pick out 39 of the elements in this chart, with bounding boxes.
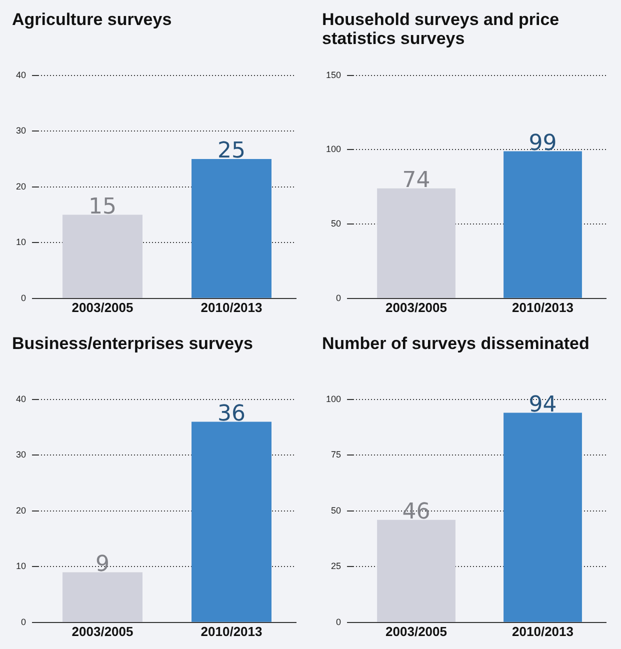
data-label: 15 [88, 194, 117, 220]
x-tick-label: 2010/2013 [200, 624, 262, 639]
data-label: 36 [218, 401, 246, 426]
x-tick-label: 2003/2005 [72, 300, 134, 315]
chart-title: Number of surveys disseminated [322, 334, 590, 353]
data-label: 46 [402, 500, 430, 525]
y-tick-label: 0 [20, 616, 26, 627]
x-tick-label: 2010/2013 [200, 300, 262, 315]
y-tick-label: 0 [336, 616, 342, 627]
x-tick-label: 2003/2005 [72, 624, 134, 639]
y-tick-label: 20 [16, 505, 26, 516]
chart-title: Business/enterprises surveys [12, 334, 254, 353]
x-tick-label: 2003/2005 [386, 300, 447, 315]
x-tick-label: 2003/2005 [386, 624, 447, 639]
y-tick-label: 75 [331, 450, 342, 460]
y-tick-label: 10 [16, 561, 26, 572]
y-tick-label: 40 [16, 70, 26, 80]
data-label: 9 [96, 552, 110, 577]
y-tick-label: 30 [16, 126, 26, 136]
data-label: 74 [402, 168, 430, 194]
y-tick-label: 25 [331, 561, 342, 572]
y-tick-label: 50 [331, 218, 342, 229]
data-label: 99 [528, 130, 557, 156]
data-label: 94 [528, 392, 557, 418]
data-label: 25 [218, 138, 246, 164]
y-tick-label: 150 [326, 70, 342, 80]
y-tick-label: 50 [331, 505, 342, 516]
chart-title: Household surveys and price statistics surveys [322, 10, 560, 48]
y-tick-label: 100 [326, 144, 342, 154]
y-tick-label: 0 [336, 292, 342, 303]
x-tick-label: 2010/2013 [512, 624, 574, 639]
y-tick-label: 0 [20, 292, 26, 303]
x-tick-label: 2010/2013 [512, 300, 574, 315]
y-tick-label: 40 [16, 394, 26, 404]
y-tick-label: 10 [16, 237, 26, 248]
y-tick-label: 100 [326, 394, 342, 404]
y-tick-label: 20 [16, 181, 26, 192]
y-tick-label: 30 [16, 450, 26, 460]
chart-title: Agriculture surveys [12, 10, 173, 29]
